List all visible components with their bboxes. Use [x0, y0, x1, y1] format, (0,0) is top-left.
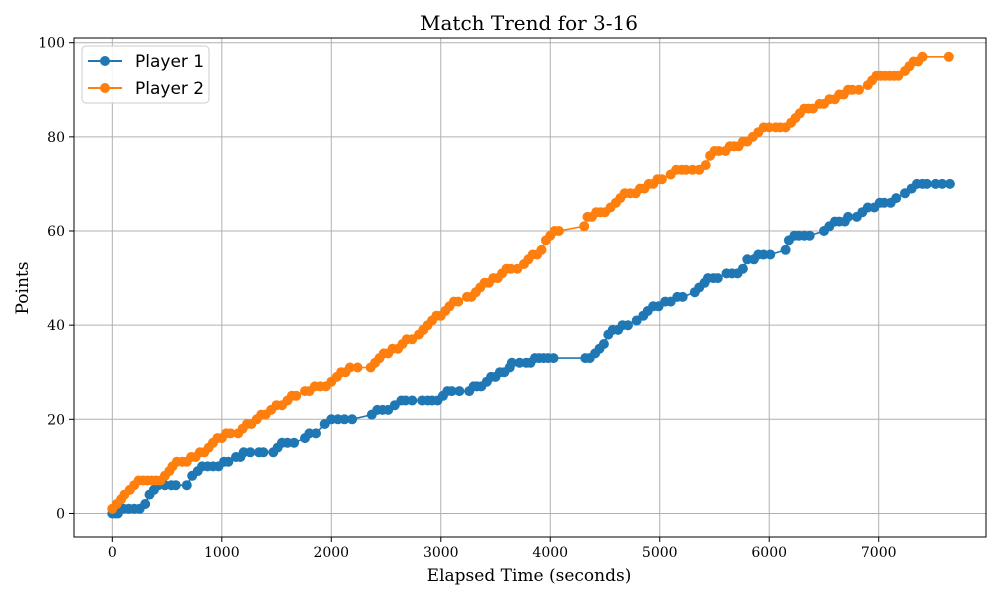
data-point-player-1 — [677, 291, 688, 302]
data-point-player-2 — [917, 51, 928, 62]
data-point-player-1 — [223, 456, 234, 467]
legend-marker-player-1 — [100, 56, 110, 66]
data-point-player-1 — [446, 386, 457, 397]
data-point-player-2 — [943, 51, 954, 62]
x-tick-label: 6000 — [751, 545, 787, 561]
data-point-player-2 — [554, 226, 564, 236]
data-point-player-1 — [181, 480, 192, 491]
data-point-player-1 — [454, 386, 465, 397]
data-point-player-1 — [623, 320, 633, 331]
data-point-player-2 — [854, 84, 864, 95]
y-tick-label: 100 — [38, 36, 65, 52]
y-tick-label: 60 — [47, 224, 65, 240]
data-point-player-1 — [548, 353, 559, 364]
data-point-player-2 — [656, 174, 667, 185]
y-axis-label: Points — [13, 262, 33, 315]
data-point-player-1 — [765, 249, 776, 260]
legend-label-player-2: Player 2 — [135, 79, 204, 99]
y-tick-label: 20 — [47, 412, 65, 428]
series-player-1 — [107, 178, 955, 519]
x-tick-label: 7000 — [861, 545, 897, 561]
data-point-player-1 — [245, 447, 256, 458]
chart-title: Match Trend for 3-16 — [420, 11, 638, 35]
y-tick-label: 0 — [56, 506, 65, 522]
data-point-player-1 — [921, 178, 932, 189]
x-tick-label: 5000 — [642, 545, 678, 561]
data-point-player-2 — [453, 296, 464, 307]
x-tick-label: 4000 — [532, 545, 568, 561]
data-point-player-2 — [579, 221, 590, 232]
data-point-player-2 — [225, 428, 236, 439]
data-series — [107, 51, 955, 519]
data-point-player-2 — [700, 160, 711, 171]
data-point-player-1 — [339, 414, 350, 425]
data-point-player-1 — [311, 428, 321, 439]
data-point-player-1 — [712, 273, 723, 284]
series-player-2 — [107, 51, 954, 514]
data-point-player-2 — [291, 390, 302, 401]
data-point-player-1 — [780, 244, 791, 255]
x-tick-label: 1000 — [204, 545, 240, 561]
data-point-player-1 — [140, 499, 151, 509]
grid-lines — [74, 38, 986, 537]
data-point-player-1 — [289, 437, 300, 448]
data-point-player-1 — [843, 211, 854, 222]
legend-marker-player-2 — [100, 83, 110, 93]
x-tick-label: 0 — [108, 545, 117, 561]
data-point-player-1 — [407, 395, 418, 406]
data-point-player-1 — [598, 339, 609, 349]
y-tick-label: 40 — [47, 318, 65, 334]
plot-frame — [73, 37, 987, 538]
data-point-player-2 — [352, 362, 363, 373]
data-point-player-2 — [344, 362, 355, 373]
data-point-player-1 — [891, 193, 902, 204]
legend-label-player-1: Player 1 — [135, 52, 204, 72]
x-tick-label: 2000 — [313, 545, 349, 561]
data-point-player-1 — [737, 263, 748, 274]
data-point-player-1 — [347, 414, 358, 425]
x-tick-label: 3000 — [423, 545, 459, 561]
data-point-player-1 — [937, 178, 948, 189]
data-point-player-1 — [258, 447, 269, 458]
y-tick-label: 80 — [47, 130, 65, 146]
legend: Player 1 Player 2 — [81, 45, 210, 104]
data-point-player-1 — [506, 357, 517, 368]
data-point-player-2 — [536, 244, 547, 255]
data-point-player-1 — [804, 230, 815, 241]
axis-ticks: 0 1000 2000 3000 4000 5000 6000 7000 0 20 40 60 80 10… — [38, 36, 896, 561]
data-point-player-1 — [944, 178, 955, 189]
x-axis-label: Elapsed Time (seconds) — [427, 566, 632, 586]
data-point-player-1 — [170, 480, 181, 491]
